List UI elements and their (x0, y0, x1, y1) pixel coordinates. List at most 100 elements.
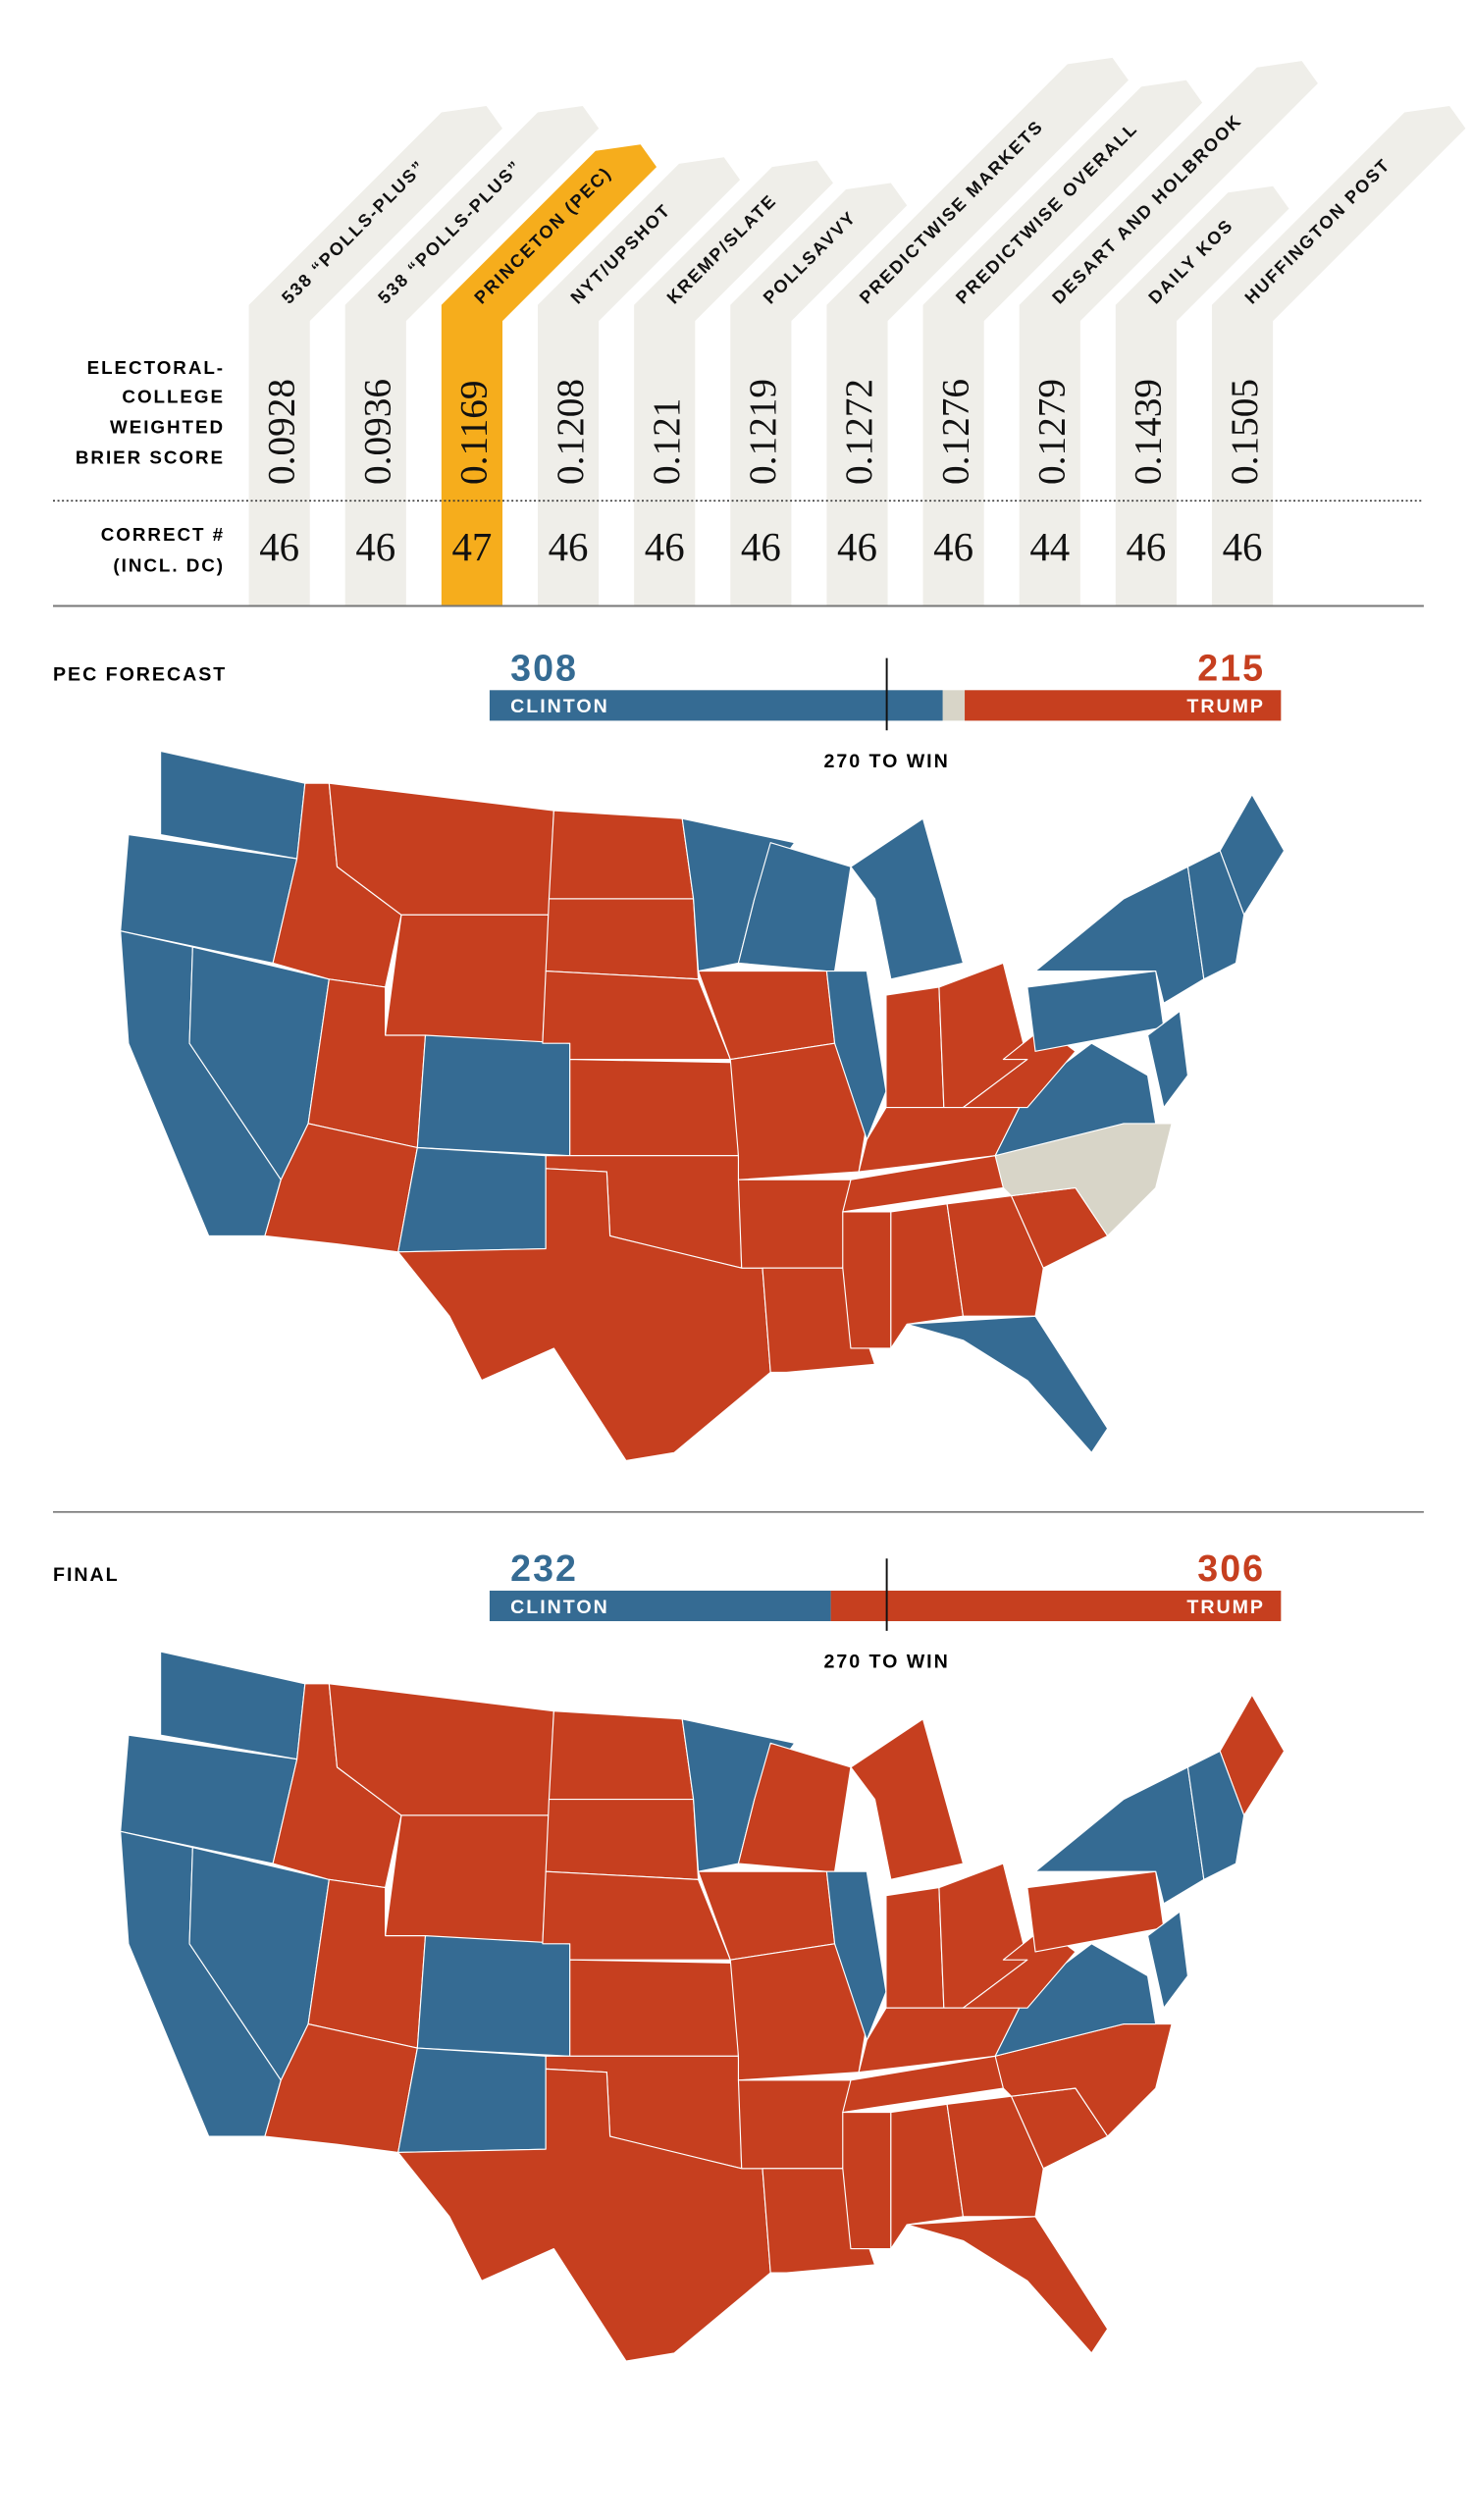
state-al (890, 2103, 965, 2250)
state-co (416, 1034, 571, 1157)
state-co (416, 1935, 571, 2057)
state-ga (946, 2095, 1044, 2218)
brier-score: 0.1272 (838, 379, 880, 485)
correct-count: 47 (451, 525, 492, 569)
correct-count: 46 (645, 525, 685, 569)
brier-score: 0.0928 (260, 379, 302, 485)
correct-count: 46 (837, 525, 877, 569)
state-ar (737, 2079, 852, 2170)
state-nd (548, 810, 695, 900)
threshold-label: 270 TO WIN (823, 1651, 949, 1672)
correct-label-line: CORRECT # (101, 524, 225, 545)
column-band (344, 105, 600, 605)
column-band (634, 160, 833, 605)
clinton-label: CLINTON (510, 696, 609, 717)
trump-electoral-votes: 306 (1197, 1548, 1265, 1589)
state-nm (397, 2047, 547, 2154)
state-sd (545, 898, 700, 980)
correct-count: 46 (741, 525, 781, 569)
state-ks (569, 1959, 740, 2057)
correct-count: 46 (355, 525, 395, 569)
column-band (730, 183, 908, 605)
correct-count: 46 (549, 525, 589, 569)
correct-count: 46 (259, 525, 299, 569)
trump-label: TRUMP (1186, 1597, 1265, 1618)
score-label-line: ELECTORAL- (87, 357, 225, 378)
section-title: PEC FORECAST (53, 664, 227, 686)
brier-score: 0.1219 (742, 379, 784, 485)
us-electoral-map (120, 1651, 1286, 2362)
column-band (441, 144, 657, 605)
state-va (994, 1042, 1157, 1157)
state-wy (385, 914, 551, 1044)
brier-score: 0.1208 (550, 379, 592, 485)
state-ne2 (1186, 1750, 1245, 1880)
brier-score: 0.121 (646, 398, 688, 485)
column-band (248, 105, 503, 605)
state-tx (397, 2068, 771, 2362)
state-ms (842, 1211, 892, 1349)
brier-score: 0.1439 (1128, 379, 1170, 485)
state-ks (569, 1058, 740, 1157)
state-pa (1026, 971, 1165, 1052)
brier-score: 0.0936 (357, 379, 399, 485)
row-labels: ELECTORAL- COLLEGE WEIGHTED BRIER SCORE … (76, 357, 225, 575)
correct-label-line: (INCL. DC) (113, 554, 225, 575)
score-label-line: BRIER SCORE (76, 447, 225, 468)
brier-score: 0.1505 (1224, 379, 1266, 485)
state-ne (542, 1870, 731, 1961)
state-ms (842, 2111, 892, 2250)
column-band (537, 157, 741, 605)
correct-count: 46 (1126, 525, 1166, 569)
brier-score: 0.1169 (453, 380, 496, 484)
correct-count: 46 (933, 525, 973, 569)
state-nd (548, 1710, 695, 1801)
trump-bar (965, 690, 1282, 721)
pec-forecast-section: PEC FORECAST 308 215 CLINTON TRUMP 270 TO WIN (53, 648, 1286, 1462)
state-mi (850, 1718, 965, 1880)
state-nm (397, 1146, 547, 1253)
correct-count: 46 (1223, 525, 1263, 569)
score-label-line: COLLEGE (122, 387, 225, 407)
column-band (826, 57, 1129, 605)
state-mi (850, 817, 965, 980)
state-il (825, 971, 887, 1140)
state-pa (1026, 1870, 1165, 1953)
state-md (1146, 1010, 1189, 1109)
state-tx (397, 1168, 771, 1462)
clinton-electoral-votes: 308 (510, 648, 578, 689)
state-ne (542, 971, 731, 1061)
brier-score: 0.1279 (1030, 379, 1073, 485)
state-in (885, 986, 945, 1109)
state-fl (906, 1315, 1109, 1453)
state-ne2 (1186, 850, 1245, 980)
state-wy (385, 1814, 551, 1945)
state-il (825, 1870, 887, 2041)
brier-score: 0.1276 (934, 379, 976, 485)
threshold-label: 270 TO WIN (823, 751, 949, 772)
column-band (1019, 61, 1318, 605)
clinton-bar (489, 690, 943, 721)
state-ar (737, 1179, 852, 1269)
clinton-bar (489, 1590, 831, 1622)
clinton-electoral-votes: 232 (510, 1548, 578, 1589)
trump-electoral-votes: 215 (1197, 648, 1265, 689)
trump-label: TRUMP (1186, 696, 1265, 717)
state-ga (946, 1195, 1044, 1317)
column-band (922, 79, 1203, 605)
state-md (1146, 1911, 1189, 2009)
clinton-label: CLINTON (510, 1597, 609, 1618)
state-fl (906, 2216, 1109, 2354)
section-title: FINAL (53, 1564, 120, 1586)
state-va (994, 1943, 1157, 2057)
column-band (1211, 105, 1466, 605)
final-result-section: FINAL 232 306 CLINTON TRUMP 270 TO WIN (53, 1548, 1286, 2362)
correct-count: 44 (1029, 525, 1070, 569)
us-electoral-map (120, 750, 1286, 1462)
state-in (885, 1886, 945, 2009)
state-sd (545, 1799, 700, 1880)
